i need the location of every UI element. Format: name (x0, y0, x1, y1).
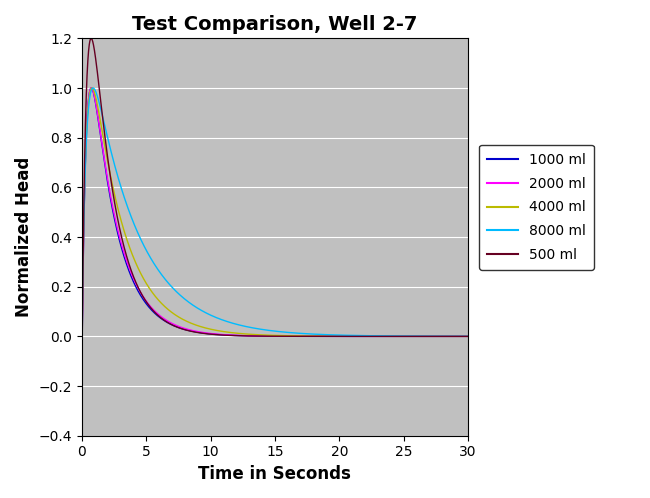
Y-axis label: Normalized Head: Normalized Head (15, 157, 33, 317)
X-axis label: Time in Seconds: Time in Seconds (198, 465, 352, 483)
Legend: 1000 ml, 2000 ml, 4000 ml, 8000 ml, 500 ml: 1000 ml, 2000 ml, 4000 ml, 8000 ml, 500 … (479, 144, 594, 270)
Title: Test Comparison, Well 2-7: Test Comparison, Well 2-7 (132, 15, 417, 34)
